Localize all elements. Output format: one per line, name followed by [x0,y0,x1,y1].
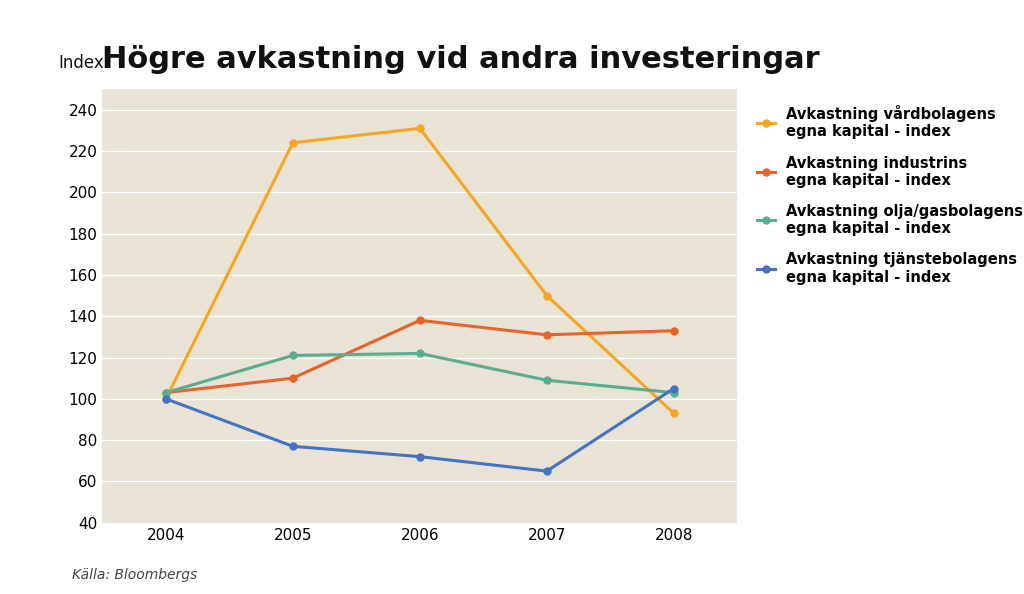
Avkastning vårdbolagens
egna kapital - index [541,292,553,299]
Avkastning olja/gasbolagens
egna kapital - index [541,377,553,384]
Line: Avkastning tjänstebolagens
egna kapital - index: Avkastning tjänstebolagens egna kapital … [163,385,677,475]
Avkastning vårdbolagens
egna kapital - index [668,410,680,417]
Avkastning industrins
egna kapital - index [287,375,299,382]
Avkastning olja/gasbolagens
egna kapital - index [287,352,299,359]
Avkastning tjänstebolagens
egna kapital - index [160,395,172,402]
Avkastning olja/gasbolagens
egna kapital - index [414,350,426,357]
Avkastning olja/gasbolagens
egna kapital - index [668,389,680,396]
Avkastning tjänstebolagens
egna kapital - index [287,443,299,450]
Line: Avkastning vårdbolagens
egna kapital - index: Avkastning vårdbolagens egna kapital - i… [163,125,677,417]
Avkastning tjänstebolagens
egna kapital - index [414,453,426,460]
Text: Källa: Bloombergs: Källa: Bloombergs [72,568,197,582]
Line: Avkastning olja/gasbolagens
egna kapital - index: Avkastning olja/gasbolagens egna kapital… [163,350,677,396]
Avkastning tjänstebolagens
egna kapital - index [668,385,680,392]
Avkastning industrins
egna kapital - index [541,331,553,339]
Avkastning tjänstebolagens
egna kapital - index [541,467,553,475]
Text: Högre avkastning vid andra investeringar: Högre avkastning vid andra investeringar [102,45,820,74]
Avkastning industrins
egna kapital - index [668,327,680,334]
Legend: Avkastning vårdbolagens
egna kapital - index, Avkastning industrins
egna kapital: Avkastning vårdbolagens egna kapital - i… [758,105,1023,285]
Line: Avkastning industrins
egna kapital - index: Avkastning industrins egna kapital - ind… [163,317,677,396]
Text: Index: Index [58,53,103,72]
Avkastning vårdbolagens
egna kapital - index [160,395,172,402]
Avkastning vårdbolagens
egna kapital - index [287,139,299,146]
Avkastning industrins
egna kapital - index [160,389,172,396]
Avkastning industrins
egna kapital - index [414,317,426,324]
Avkastning vårdbolagens
egna kapital - index [414,125,426,132]
Avkastning olja/gasbolagens
egna kapital - index [160,389,172,396]
